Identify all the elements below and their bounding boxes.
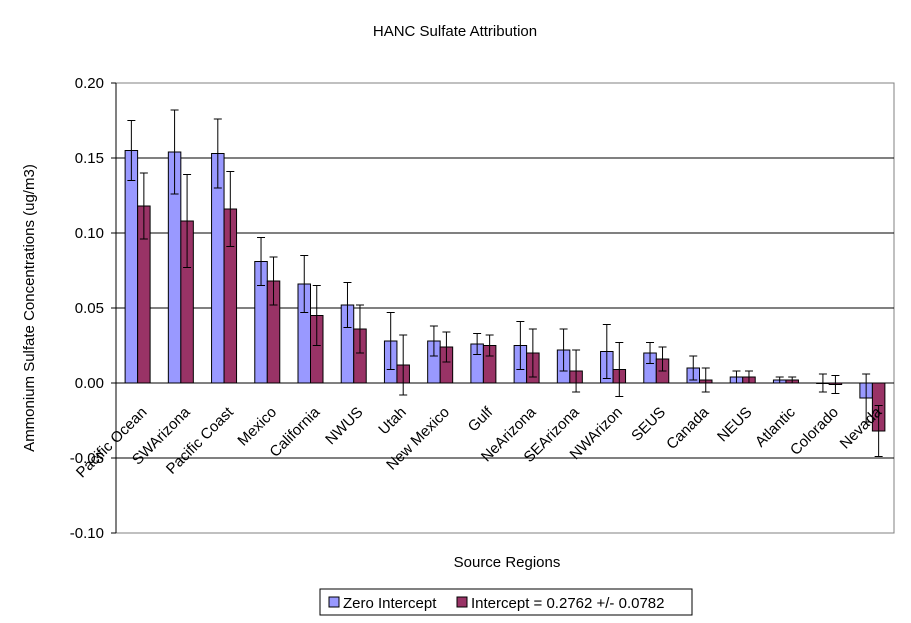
y-tick-label: -0.05 bbox=[70, 450, 104, 467]
legend-swatch-zero-intercept bbox=[328, 596, 340, 608]
x-axis-label: Source Regions bbox=[454, 554, 561, 571]
legend: Zero Intercept Intercept = 0.2762 +/- 0.… bbox=[319, 588, 693, 616]
bar-zero-intercept-pacific-ocean bbox=[124, 150, 139, 384]
y-tick-label: 0.00 bbox=[75, 375, 104, 392]
legend-box bbox=[319, 588, 693, 616]
legend-swatch-intercept bbox=[456, 596, 468, 608]
y-tick-label: -0.10 bbox=[70, 525, 104, 542]
error-bars bbox=[127, 109, 883, 457]
y-tick-label: 0.05 bbox=[75, 300, 104, 317]
y-axis: 0.20 0.15 0.10 0.05 0.00 -0.05 -0.10 bbox=[70, 75, 117, 542]
y-tick-label: 0.20 bbox=[75, 75, 104, 92]
legend-label-zero-intercept: Zero Intercept bbox=[343, 595, 437, 612]
gridlines bbox=[116, 157, 894, 459]
chart-title: HANC Sulfate Attribution bbox=[373, 23, 537, 40]
y-tick-label: 0.10 bbox=[75, 225, 104, 242]
y-axis-label: Ammonium Sulfate Concentrations (ug/m3) bbox=[21, 164, 38, 452]
y-tick-label: 0.15 bbox=[75, 150, 104, 167]
bars bbox=[116, 150, 894, 432]
legend-label-intercept: Intercept = 0.2762 +/- 0.0782 bbox=[471, 595, 664, 612]
